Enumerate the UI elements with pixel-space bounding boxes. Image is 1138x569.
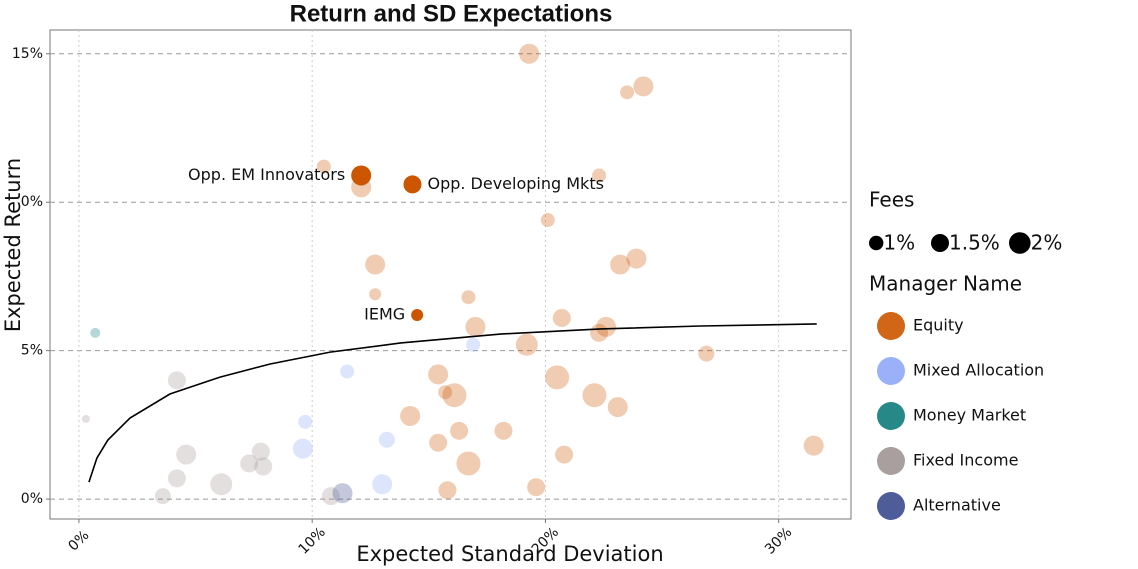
bubble <box>698 345 715 362</box>
legend-title: Manager Name <box>869 272 1022 296</box>
bubble <box>442 383 467 408</box>
bubble <box>372 474 393 495</box>
size-legend-key <box>869 235 884 251</box>
bubble <box>592 168 607 183</box>
y-tick-label: 0% <box>21 194 43 210</box>
bubble <box>450 421 469 440</box>
bubble <box>365 254 386 275</box>
legend-label: Money Market <box>913 406 1026 425</box>
bubble <box>251 442 270 461</box>
bubble <box>465 316 486 337</box>
bubble <box>633 76 654 97</box>
size-legend-title: Fees <box>869 188 914 212</box>
bubble <box>254 457 273 476</box>
bubble <box>167 371 186 390</box>
size-legend-key <box>1009 232 1031 254</box>
highlight-bubble <box>411 309 424 322</box>
bubble <box>428 364 449 385</box>
bubble <box>369 288 382 301</box>
bubble <box>527 478 546 497</box>
legend-label: Equity <box>913 316 964 335</box>
bubble <box>626 248 647 269</box>
legend-key <box>877 402 905 430</box>
bubble <box>461 290 476 305</box>
bubble <box>607 397 628 418</box>
bubble <box>438 481 457 500</box>
highlight-bubble <box>403 175 422 194</box>
legend-label: Alternative <box>913 496 1001 515</box>
x-tick-label: 0% <box>65 527 92 554</box>
bubble <box>582 383 607 408</box>
bubble <box>515 333 538 356</box>
bubble <box>292 438 313 459</box>
bubble <box>438 385 453 400</box>
bubble <box>378 431 395 448</box>
bubble <box>494 421 513 440</box>
bubble <box>466 337 481 352</box>
y-tick-label: 15% <box>12 46 43 62</box>
highlight-label: IEMG <box>364 305 405 324</box>
bubble <box>803 435 824 456</box>
bubble <box>316 159 331 174</box>
bubble <box>519 43 540 64</box>
bubble <box>81 414 90 423</box>
x-tick-label: 10% <box>296 524 329 557</box>
legend-key <box>877 312 905 340</box>
size-legend-label: 1% <box>883 231 915 255</box>
bubble <box>240 454 259 473</box>
bubble <box>298 414 313 429</box>
legend-label: Fixed Income <box>913 451 1018 470</box>
bubble <box>176 444 197 465</box>
size-legend-label: 1.5% <box>949 231 1000 255</box>
bubble <box>456 451 481 476</box>
highlight-label: Opp. Developing Mkts <box>427 174 603 193</box>
size-legend-key <box>931 234 949 252</box>
legend-label: Mixed Allocation <box>913 361 1044 380</box>
y-tick-label: 5% <box>21 343 43 359</box>
size-legend-label: 2% <box>1031 231 1063 255</box>
bubble <box>620 85 635 100</box>
bubble <box>210 473 233 496</box>
legend-key <box>877 357 905 385</box>
x-axis-label: Expected Standard Deviation <box>356 542 663 566</box>
plot-frame <box>49 29 852 520</box>
bubble <box>610 254 631 275</box>
bubble <box>555 445 574 464</box>
bubble <box>429 433 448 452</box>
bubble <box>590 323 609 342</box>
bubble <box>400 405 421 426</box>
bubble <box>167 469 186 488</box>
x-tick-label: 30% <box>762 524 795 557</box>
highlight-bubble <box>351 165 372 186</box>
bubble <box>545 365 570 390</box>
chart-title: Return and SD Expectations <box>290 0 613 27</box>
bubble <box>540 213 555 228</box>
bubble <box>596 316 617 337</box>
bubble <box>90 327 101 338</box>
bubble <box>552 308 571 327</box>
bubble <box>332 483 353 504</box>
legend-key <box>877 447 905 475</box>
highlight-label: Opp. EM Innovators <box>188 165 345 184</box>
bubble <box>340 364 355 379</box>
bubble <box>154 488 171 505</box>
bubble <box>321 487 340 506</box>
y-tick-label: 0% <box>21 491 43 507</box>
y-axis-label: Expected Return <box>1 158 25 332</box>
legend-key <box>877 492 905 520</box>
frontier-line <box>88 323 817 483</box>
